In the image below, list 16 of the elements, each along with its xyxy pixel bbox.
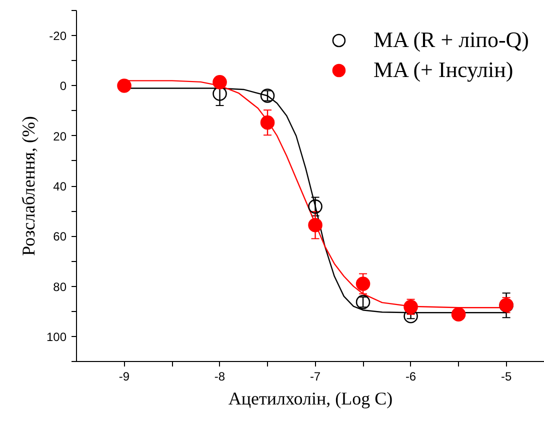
x-tick-label: -6 [405,370,416,384]
x-tick-label: -8 [214,370,226,384]
legend-label: MA (+ Інсулін) [373,57,514,83]
x-tick-label: -9 [118,370,130,384]
x-tick-label: -5 [500,370,512,384]
legend-label: MA (R + ліпо-Q) [373,27,529,53]
x-tick-label: -7 [310,370,321,384]
y-tick-label: 20 [53,129,67,144]
x-axis-title: Ацетилхолін, (Log C) [228,388,393,408]
y-tick-label: 80 [53,280,67,294]
y-tick-label: 60 [53,230,67,244]
y-axis-title: Розслаблення, (%) [18,116,38,256]
y-tick-label: 100 [46,330,67,344]
y-tick-label: -20 [49,29,67,44]
y-tick-label: 0 [60,79,67,94]
y-tick-label: 40 [53,180,67,194]
